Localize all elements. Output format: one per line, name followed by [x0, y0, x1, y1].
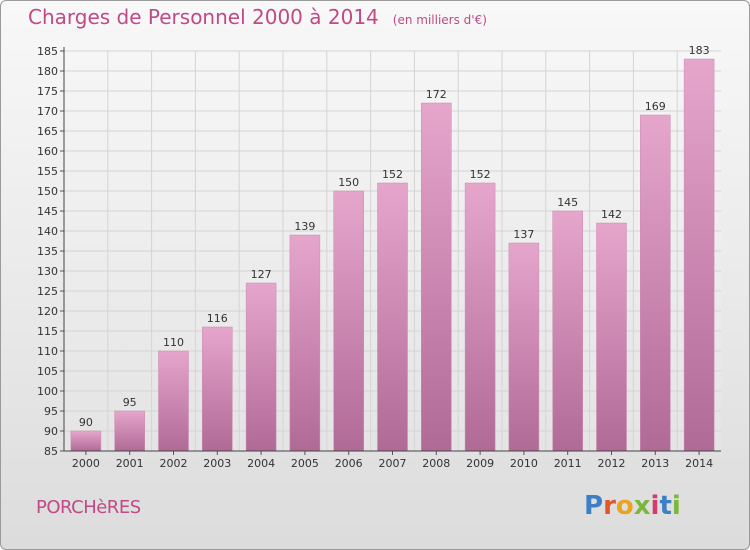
- x-tick-label: 2000: [72, 457, 100, 470]
- y-tick-label: 180: [37, 65, 58, 78]
- y-tick-label: 120: [37, 305, 58, 318]
- y-tick-label: 175: [37, 85, 58, 98]
- x-tick-label: 2006: [335, 457, 363, 470]
- data-label: 127: [251, 268, 272, 281]
- bar: [70, 430, 102, 452]
- y-tick-label: 140: [37, 225, 58, 238]
- bar: [464, 182, 496, 452]
- data-label: 152: [382, 168, 403, 181]
- x-tick-label: 2009: [466, 457, 494, 470]
- x-tick-label: 2001: [116, 457, 144, 470]
- data-label: 152: [470, 168, 491, 181]
- bar: [202, 326, 233, 452]
- y-tick-label: 170: [37, 105, 58, 118]
- bar: [333, 190, 364, 452]
- bar: [114, 410, 145, 452]
- bar: [158, 350, 189, 452]
- x-tick-label: 2008: [422, 457, 450, 470]
- y-tick-label: 105: [37, 365, 58, 378]
- bar: [377, 182, 408, 452]
- bar: [421, 102, 452, 452]
- data-label: 142: [601, 208, 622, 221]
- bar: [596, 222, 627, 452]
- x-tick-label: 2002: [160, 457, 188, 470]
- data-label: 139: [294, 220, 315, 233]
- x-tick-label: 2005: [291, 457, 319, 470]
- x-tick-label: 2004: [247, 457, 275, 470]
- place-name: PORCHèRES: [36, 497, 141, 518]
- data-label: 90: [79, 416, 93, 429]
- y-tick-label: 110: [37, 345, 58, 358]
- x-tick-label: 2010: [510, 457, 538, 470]
- x-tick-label: 2012: [598, 457, 626, 470]
- data-label: 145: [557, 196, 578, 209]
- data-label: 110: [163, 336, 184, 349]
- logo-letter: x: [633, 491, 651, 521]
- data-label: 172: [426, 88, 447, 101]
- title-text: Charges de Personnel 2000 à 2014: [28, 5, 379, 29]
- logo-letter: t: [659, 491, 672, 521]
- x-tick-label: 2014: [685, 457, 713, 470]
- x-tick-label: 2011: [554, 457, 582, 470]
- data-label: 183: [689, 44, 710, 57]
- bar: [640, 114, 671, 452]
- logo-letter: o: [615, 491, 634, 521]
- logo-letter: i: [671, 491, 681, 521]
- proxiti-logo: Proxiti: [584, 491, 681, 521]
- x-tick-label: 2013: [641, 457, 669, 470]
- y-tick-label: 125: [37, 285, 58, 298]
- x-tick-label: 2003: [203, 457, 231, 470]
- y-tick-label: 135: [37, 245, 58, 258]
- bar: [552, 210, 583, 452]
- data-label: 169: [645, 100, 666, 113]
- data-label: 116: [207, 312, 228, 325]
- y-tick-label: 130: [37, 265, 58, 278]
- bar: [683, 58, 715, 452]
- logo-letter: i: [650, 491, 660, 521]
- y-tick-label: 85: [44, 445, 58, 458]
- y-tick-label: 165: [37, 125, 58, 138]
- y-tick-label: 160: [37, 145, 58, 158]
- x-tick-label: 2007: [379, 457, 407, 470]
- logo-letter: P: [584, 491, 604, 521]
- y-tick-label: 145: [37, 205, 58, 218]
- chart-title: Charges de Personnel 2000 à 2014 (en mill…: [28, 5, 487, 29]
- y-tick-label: 90: [44, 425, 58, 438]
- y-tick-label: 150: [37, 185, 58, 198]
- data-label: 150: [338, 176, 359, 189]
- y-tick-label: 115: [37, 325, 58, 338]
- data-label: 137: [513, 228, 534, 241]
- chart-subtitle: (en milliers d'€): [392, 13, 487, 27]
- bar: [245, 282, 277, 452]
- y-tick-label: 155: [37, 165, 58, 178]
- bar: [508, 242, 540, 452]
- logo-letter: r: [603, 491, 616, 521]
- y-tick-label: 185: [37, 45, 58, 58]
- data-label: 95: [123, 396, 137, 409]
- y-tick-label: 100: [37, 385, 58, 398]
- y-tick-label: 95: [44, 405, 58, 418]
- bar: [289, 234, 321, 452]
